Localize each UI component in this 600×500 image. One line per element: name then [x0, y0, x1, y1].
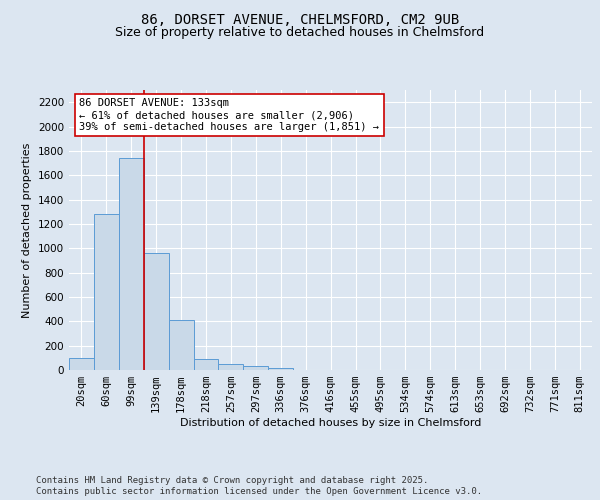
Text: Contains HM Land Registry data © Crown copyright and database right 2025.: Contains HM Land Registry data © Crown c… — [36, 476, 428, 485]
Text: 86 DORSET AVENUE: 133sqm
← 61% of detached houses are smaller (2,906)
39% of sem: 86 DORSET AVENUE: 133sqm ← 61% of detach… — [79, 98, 379, 132]
Bar — [94, 214, 119, 370]
Bar — [244, 366, 268, 370]
Y-axis label: Number of detached properties: Number of detached properties — [22, 142, 32, 318]
X-axis label: Distribution of detached houses by size in Chelmsford: Distribution of detached houses by size … — [180, 418, 481, 428]
Text: Size of property relative to detached houses in Chelmsford: Size of property relative to detached ho… — [115, 26, 485, 39]
Bar — [268, 368, 293, 370]
Bar — [218, 364, 244, 370]
Bar — [69, 358, 94, 370]
Text: Contains public sector information licensed under the Open Government Licence v3: Contains public sector information licen… — [36, 487, 482, 496]
Bar — [169, 320, 194, 370]
Text: 86, DORSET AVENUE, CHELMSFORD, CM2 9UB: 86, DORSET AVENUE, CHELMSFORD, CM2 9UB — [141, 12, 459, 26]
Bar — [119, 158, 144, 370]
Bar — [194, 359, 218, 370]
Bar — [144, 253, 169, 370]
